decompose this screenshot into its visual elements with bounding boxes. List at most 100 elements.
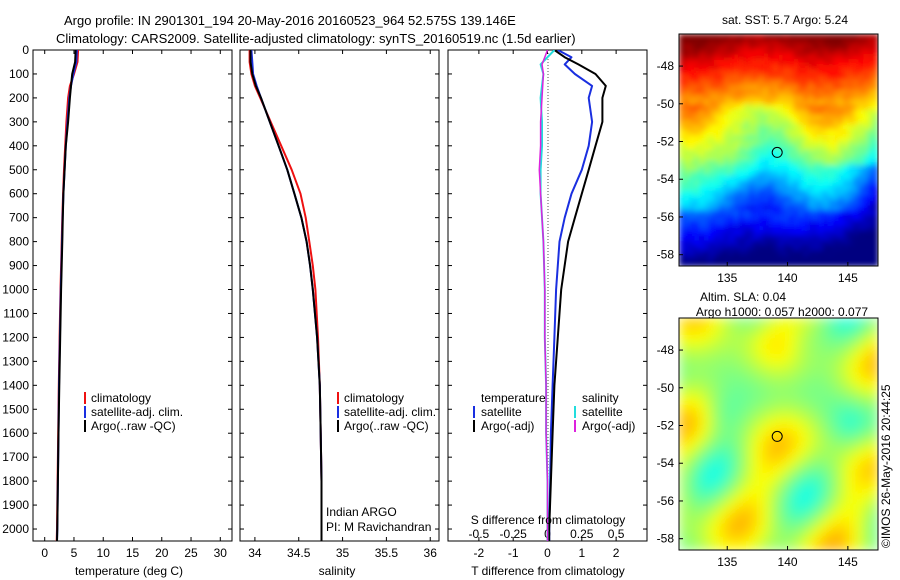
sst-cell bbox=[793, 175, 799, 181]
sla-cell bbox=[837, 457, 844, 464]
sst-cell bbox=[848, 200, 854, 207]
sst-cell bbox=[763, 205, 770, 212]
sst-cell bbox=[863, 160, 869, 166]
sst-cell bbox=[838, 245, 844, 252]
sst-cell bbox=[863, 175, 869, 181]
sst-cell bbox=[868, 109, 874, 116]
sst-cell bbox=[838, 200, 844, 207]
sst-cell bbox=[683, 170, 690, 176]
sla-cell bbox=[866, 468, 873, 476]
sla-cell bbox=[860, 341, 867, 348]
sla-cell bbox=[743, 422, 750, 429]
sla-cell bbox=[842, 492, 850, 499]
sla-cell bbox=[796, 370, 803, 377]
sst-cell bbox=[793, 225, 799, 232]
sst-cell bbox=[803, 59, 809, 65]
sst-cell bbox=[688, 235, 695, 242]
sst-cell bbox=[723, 54, 730, 60]
series-line-argo-raw-qc- bbox=[56, 50, 77, 541]
sst-cell bbox=[853, 74, 859, 80]
sst-cell bbox=[703, 240, 710, 247]
sla-cell bbox=[719, 341, 727, 348]
sla-cell bbox=[831, 422, 838, 429]
sla-cell bbox=[725, 451, 733, 458]
sst-cell bbox=[758, 119, 765, 126]
sla-cell bbox=[755, 376, 762, 383]
sla-cell bbox=[790, 352, 797, 360]
sla-cell bbox=[702, 463, 709, 470]
sst-cell bbox=[818, 175, 824, 181]
sst-cell bbox=[798, 165, 804, 171]
sla-cell bbox=[796, 492, 803, 499]
sst-cell bbox=[728, 64, 735, 70]
sla-cell bbox=[679, 463, 686, 470]
sst-cell bbox=[713, 150, 720, 156]
sst-cell bbox=[753, 99, 760, 106]
sla-cell bbox=[860, 399, 867, 406]
sst-cell bbox=[853, 165, 859, 171]
sla-cell bbox=[743, 335, 750, 342]
sla-cell bbox=[731, 492, 739, 499]
sst-cell bbox=[768, 220, 775, 227]
sla-cell bbox=[825, 451, 832, 458]
sst-cell bbox=[828, 180, 834, 186]
sst-cell bbox=[808, 220, 814, 227]
sla-cell bbox=[714, 532, 721, 539]
sla-cell bbox=[854, 503, 862, 510]
sst-cell bbox=[783, 144, 790, 151]
sst-cell bbox=[778, 220, 785, 227]
sst-cell bbox=[718, 155, 725, 161]
sla-cell bbox=[807, 439, 815, 447]
sst-cell bbox=[813, 84, 819, 91]
sla-cell bbox=[708, 335, 715, 342]
sst-cell bbox=[763, 210, 770, 217]
sst-cell bbox=[728, 235, 735, 242]
sst-cell bbox=[703, 165, 710, 171]
sst-cell bbox=[873, 230, 878, 237]
sst-cell bbox=[743, 180, 750, 186]
sst-cell bbox=[679, 144, 685, 151]
sst-cell bbox=[838, 190, 844, 196]
sla-cell bbox=[866, 358, 873, 365]
sst-cell bbox=[753, 89, 760, 96]
sst-cell bbox=[858, 185, 864, 191]
sst-cell bbox=[853, 250, 859, 257]
sla-cell bbox=[796, 521, 803, 528]
sst-cell bbox=[748, 134, 755, 141]
sst-cell bbox=[748, 225, 755, 232]
sla-cell bbox=[702, 492, 709, 499]
sla-cell bbox=[766, 376, 774, 383]
sst-cell bbox=[768, 54, 775, 60]
sst-cell bbox=[798, 114, 804, 121]
sst-cell bbox=[823, 250, 829, 257]
sst-cell bbox=[693, 49, 700, 55]
sst-cell bbox=[723, 79, 730, 86]
sla-cell bbox=[690, 544, 698, 550]
sst-cell bbox=[838, 230, 844, 237]
sla-cell bbox=[749, 457, 756, 464]
sla-cell bbox=[725, 428, 733, 435]
sla-cell bbox=[714, 335, 721, 342]
sla-cell bbox=[778, 451, 785, 458]
sst-cell bbox=[833, 124, 839, 131]
sst-cell bbox=[848, 34, 854, 40]
sla-cell bbox=[731, 515, 739, 522]
sla-cell bbox=[813, 532, 821, 539]
sla-cell bbox=[708, 521, 715, 528]
salinity-panel: 34 34.5 35 35.5 36 climatology satellite-adj… bbox=[239, 49, 440, 578]
sst-cell bbox=[818, 225, 824, 232]
sla-cell bbox=[690, 335, 698, 342]
sst-cell bbox=[738, 215, 745, 222]
sst-cell bbox=[693, 64, 700, 70]
sla-cell bbox=[848, 492, 856, 499]
sla-cell bbox=[719, 358, 727, 365]
sla-cell bbox=[766, 503, 774, 510]
sla-cell bbox=[714, 451, 721, 458]
sla-cell bbox=[831, 347, 838, 354]
sst-cell bbox=[778, 84, 785, 91]
sst-cell bbox=[698, 114, 705, 121]
sst-cell bbox=[733, 39, 740, 45]
sla-cell bbox=[731, 480, 739, 487]
sla-cell bbox=[731, 463, 739, 470]
sst-cell bbox=[853, 205, 859, 212]
